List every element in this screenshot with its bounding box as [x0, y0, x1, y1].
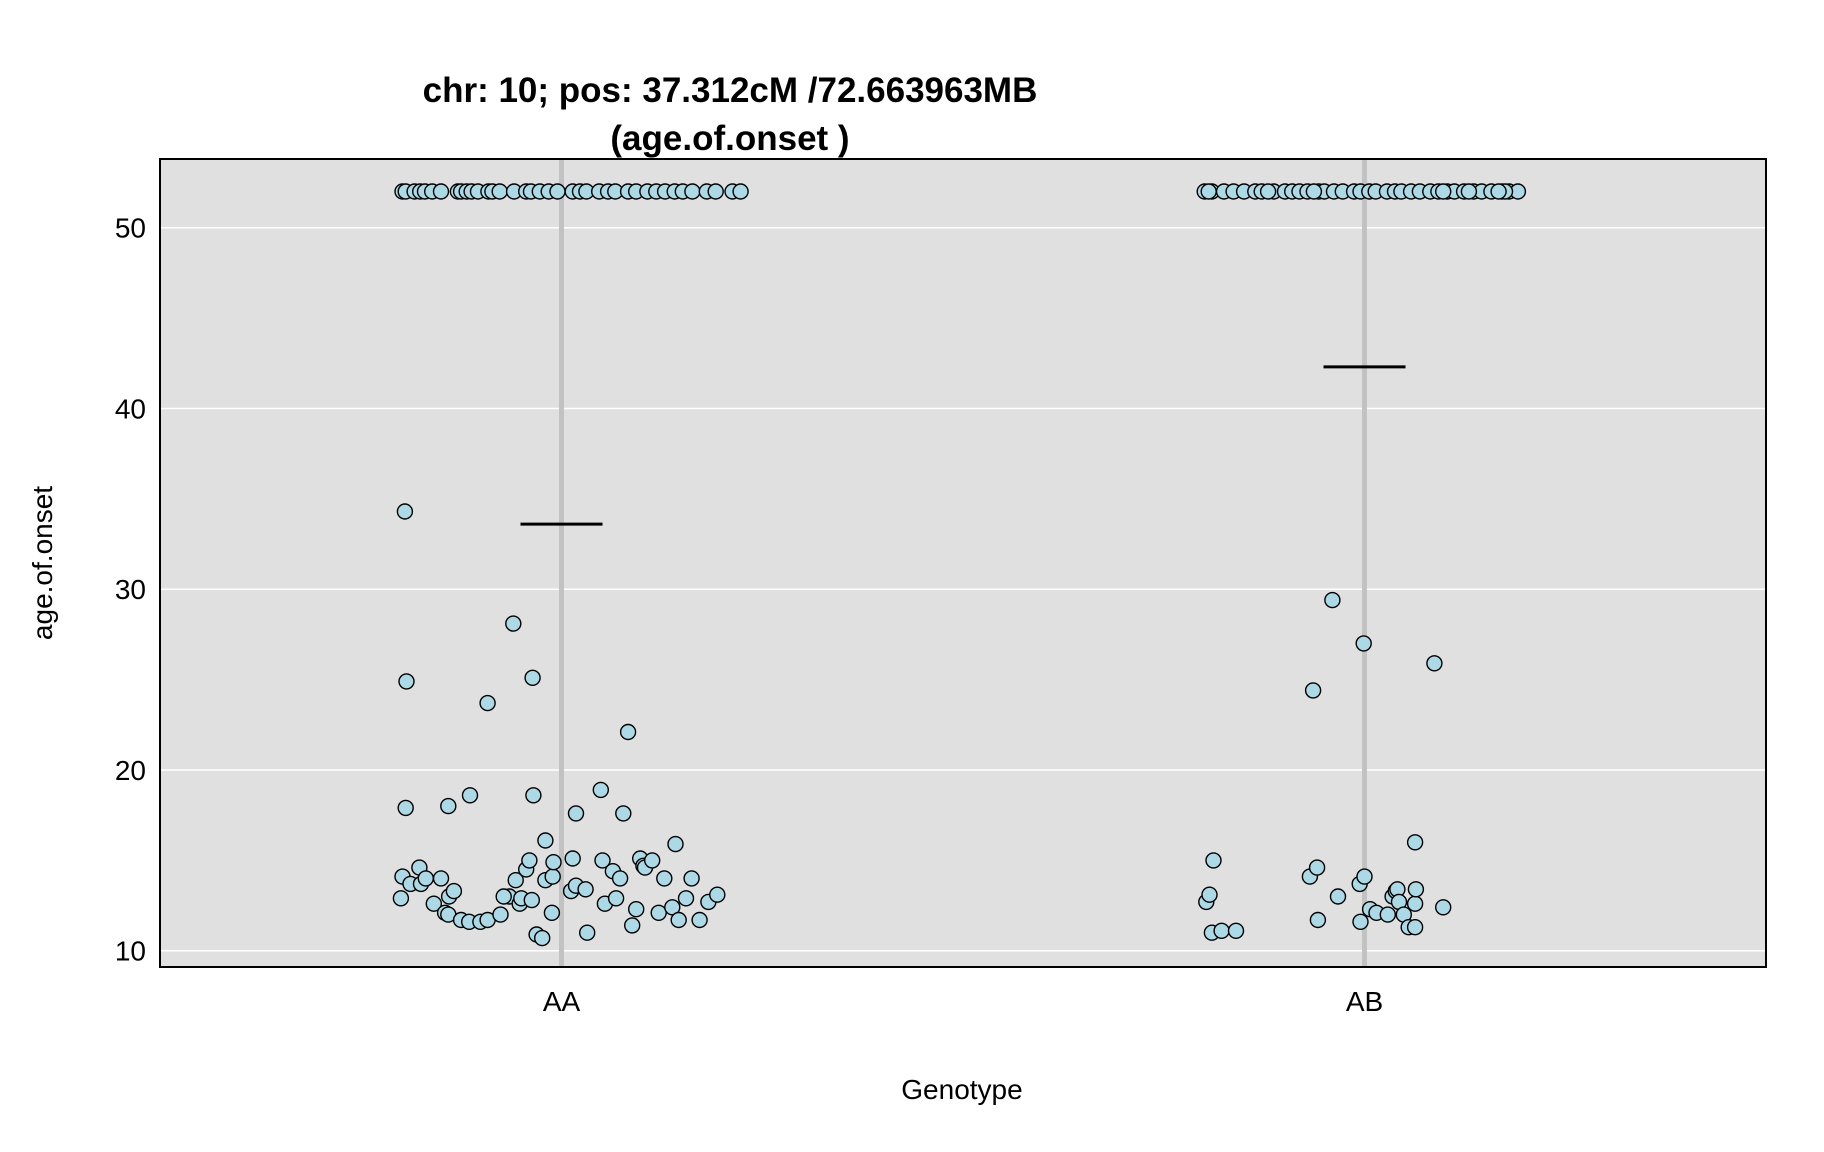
- data-point-AB-39: [1460, 183, 1478, 200]
- data-point-AA-94: [624, 917, 641, 934]
- data-point-AA-52: [537, 832, 554, 849]
- data-point-AA-76: [521, 852, 538, 869]
- data-point-AA-63: [445, 882, 463, 900]
- data-point-AA-85: [564, 850, 581, 867]
- data-point-AB-45: [1304, 682, 1322, 699]
- data-point-AA-38: [732, 183, 749, 200]
- data-point-AA-50: [592, 781, 609, 799]
- data-point-AB-38: [1305, 183, 1323, 200]
- data-point-AA-103: [670, 911, 687, 929]
- y-axis: 10 20 30 40 50: [115, 213, 146, 967]
- x-axis: AA AB: [543, 986, 1383, 1017]
- data-point-AA-72: [507, 872, 524, 889]
- data-point-AA-82: [544, 868, 561, 885]
- y-tick-label-30: 30: [115, 574, 146, 605]
- data-point-AB-53: [1227, 922, 1245, 939]
- data-point-AA-46: [440, 797, 457, 815]
- data-point-AA-39: [396, 503, 414, 520]
- data-point-AA-95: [628, 901, 645, 918]
- y-tick-label-20: 20: [115, 755, 146, 786]
- y-tick-label-50: 50: [115, 213, 146, 244]
- category-lines: [559, 159, 1367, 967]
- data-point-AA-92: [607, 890, 625, 907]
- data-point-AA-44: [619, 723, 637, 741]
- plot-border: [159, 158, 1767, 968]
- x-tick-label-AA: AA: [543, 986, 581, 1017]
- data-point-AA-36: [707, 183, 724, 200]
- data-point-AA-99: [644, 852, 661, 869]
- data-point-AB-73: [1434, 899, 1452, 916]
- data-point-AB-47: [1406, 834, 1424, 851]
- data-point-AA-47: [461, 787, 479, 804]
- x-axis-label: Genotype: [901, 1074, 1022, 1105]
- data-point-AA-43: [479, 694, 496, 712]
- data-point-AA-83: [545, 854, 562, 871]
- data-point-AA-108: [709, 886, 726, 903]
- data-point-AB-72: [1407, 881, 1425, 898]
- data-point-AA-49: [567, 805, 585, 822]
- y-tick-label-40: 40: [115, 393, 146, 424]
- data-point-AB-46: [1426, 655, 1443, 672]
- data-point-AA-106: [691, 911, 708, 929]
- chart-title-line1: chr: 10; pos: 37.312cM /72.663963MB: [423, 71, 1038, 110]
- data-point-AA-14: [491, 183, 508, 200]
- y-axis-label: age.of.onset: [27, 486, 58, 640]
- data-point-AA-34: [684, 183, 701, 200]
- data-point-AA-102: [664, 899, 681, 916]
- data-point-AA-109: [495, 888, 512, 905]
- data-point-AB-41: [1490, 183, 1507, 200]
- data-point-AB-63: [1379, 906, 1397, 923]
- data-point-AB-48: [1205, 852, 1222, 869]
- data-point-AB-52: [1213, 922, 1230, 939]
- data-point-AA-93: [611, 870, 629, 887]
- data-point-AB-70: [1406, 919, 1424, 936]
- data-point-AA-51: [615, 805, 632, 822]
- data-point-AB-44: [1355, 635, 1372, 652]
- data-point-AB-42: [1434, 183, 1452, 200]
- data-point-AA-40: [505, 615, 522, 632]
- data-point-AA-79: [534, 929, 551, 947]
- data-point-AA-104: [677, 890, 695, 907]
- data-point-AA-89: [594, 852, 611, 869]
- data-point-AA-64: [392, 890, 410, 907]
- plot-panel: [159, 158, 1767, 968]
- x-tick-label-AB: AB: [1346, 986, 1383, 1017]
- mean-lines: [520, 365, 1406, 526]
- grid-lines: [160, 226, 1766, 952]
- data-point-AA-42: [524, 669, 541, 686]
- data-point-AA-45: [397, 799, 414, 817]
- data-point-AA-20: [549, 183, 566, 200]
- data-point-AA-58: [417, 870, 434, 887]
- data-point-AA-81: [543, 904, 561, 921]
- data-point-AA-101: [656, 870, 673, 887]
- data-point-AB-50: [1201, 886, 1218, 903]
- data-point-AB-43: [1324, 591, 1341, 609]
- data-point-AA-100: [650, 904, 667, 921]
- data-point-AB-71: [1406, 895, 1424, 912]
- data-point-AB-36: [1200, 183, 1217, 200]
- data-point-AB-37: [1259, 183, 1277, 200]
- data-point-AA-87: [579, 924, 596, 941]
- data-point-AB-57: [1329, 888, 1347, 905]
- data-point-AB-56: [1309, 911, 1327, 929]
- data-points: [392, 183, 1527, 947]
- data-point-AA-70: [492, 906, 509, 923]
- data-point-AA-105: [683, 870, 700, 887]
- y-tick-label-10: 10: [115, 936, 146, 967]
- data-point-AB-60: [1352, 913, 1369, 930]
- chart-title-line2: (age.of.onset ): [610, 119, 849, 158]
- data-point-AA-6: [432, 183, 450, 200]
- data-point-AA-41: [398, 673, 415, 690]
- data-point-AA-59: [425, 895, 442, 912]
- data-point-AB-59: [1356, 868, 1373, 885]
- data-point-AA-77: [523, 891, 540, 909]
- data-point-AA-48: [525, 787, 542, 804]
- data-point-AA-88: [577, 881, 594, 898]
- data-point-AA-53: [667, 835, 684, 853]
- data-point-AB-55: [1308, 859, 1326, 876]
- data-point-AA-60: [432, 870, 450, 887]
